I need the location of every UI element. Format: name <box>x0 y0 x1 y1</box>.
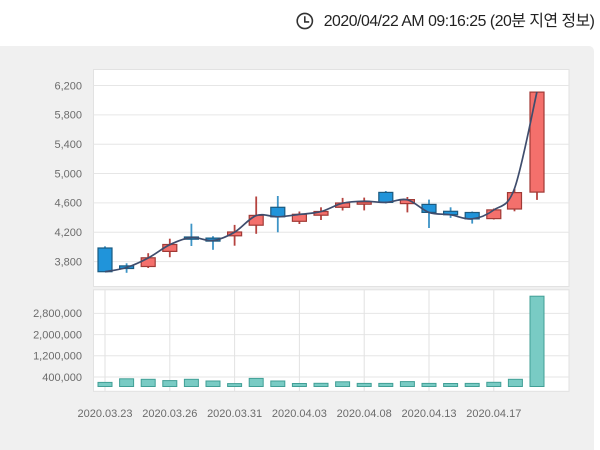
svg-text:2020.04.08: 2020.04.08 <box>337 408 392 420</box>
svg-text:4,200: 4,200 <box>54 227 82 239</box>
svg-text:2020.03.26: 2020.03.26 <box>142 408 197 420</box>
svg-text:2020.03.31: 2020.03.31 <box>207 408 262 420</box>
svg-text:2,800,000: 2,800,000 <box>33 308 82 320</box>
svg-text:2,000,000: 2,000,000 <box>33 329 82 341</box>
svg-text:5,800: 5,800 <box>54 110 82 122</box>
svg-text:4,600: 4,600 <box>54 198 82 210</box>
svg-text:2020.04.13: 2020.04.13 <box>401 408 456 420</box>
svg-text:2020.03.23: 2020.03.23 <box>77 408 132 420</box>
svg-text:5,000: 5,000 <box>54 168 82 180</box>
svg-text:1,200,000: 1,200,000 <box>33 351 82 363</box>
svg-text:2020.04.03: 2020.04.03 <box>272 408 327 420</box>
svg-text:2020.04.17: 2020.04.17 <box>466 408 521 420</box>
svg-text:3,800: 3,800 <box>54 256 82 268</box>
svg-text:400,000: 400,000 <box>42 372 82 384</box>
svg-text:5,400: 5,400 <box>54 139 82 151</box>
svg-text:6,200: 6,200 <box>54 80 82 92</box>
svg-text:2020/04/22 AM 09:16:25 (20분 지연: 2020/04/22 AM 09:16:25 (20분 지연 정보) <box>324 12 595 30</box>
